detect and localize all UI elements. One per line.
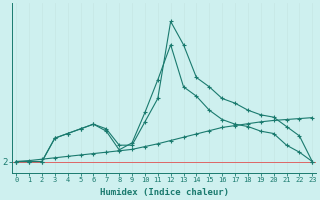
- X-axis label: Humidex (Indice chaleur): Humidex (Indice chaleur): [100, 188, 229, 197]
